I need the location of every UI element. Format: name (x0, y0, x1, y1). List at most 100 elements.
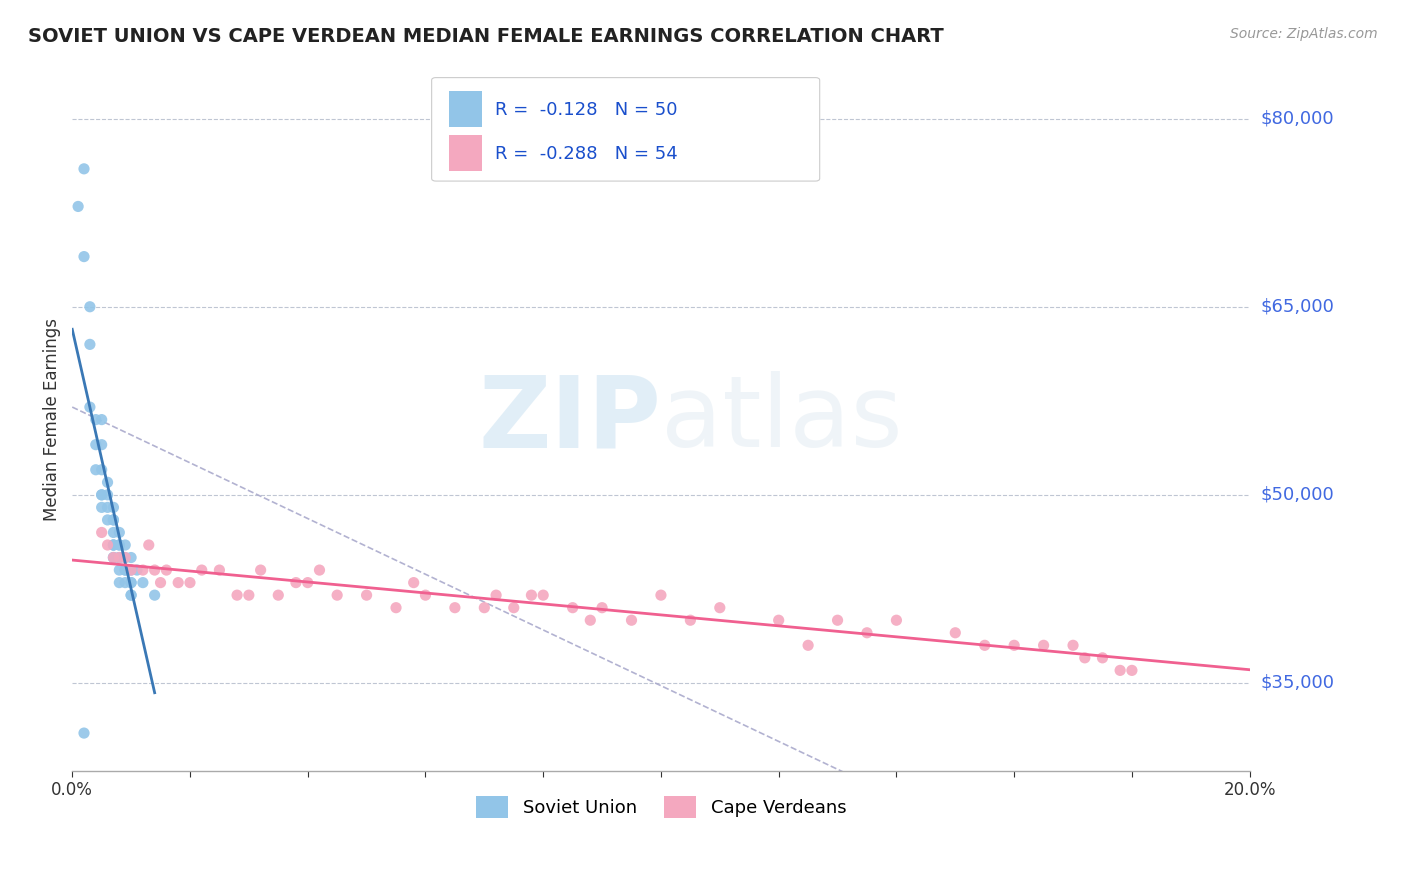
Text: ZIP: ZIP (478, 371, 661, 468)
Point (90, 438, 112, 452)
Point (620, 613, 643, 627)
Point (96, 513, 118, 527)
Point (103, 538, 125, 552)
Point (73, 250, 96, 264)
Point (120, 563, 142, 577)
Point (114, 563, 136, 577)
Point (108, 550, 131, 565)
Point (579, 613, 602, 627)
Point (138, 538, 160, 552)
Point (103, 538, 125, 552)
Point (886, 613, 908, 627)
Point (96, 538, 118, 552)
Point (190, 563, 212, 577)
Point (103, 500, 125, 515)
Y-axis label: Median Female Earnings: Median Female Earnings (44, 318, 60, 521)
Point (356, 588, 378, 602)
Point (90, 488, 112, 502)
Point (143, 563, 166, 577)
Point (1032, 638, 1054, 652)
Text: $80,000: $80,000 (1261, 110, 1334, 128)
Point (96, 500, 118, 515)
Point (856, 625, 879, 640)
Point (120, 588, 142, 602)
Point (249, 563, 271, 577)
Point (96, 488, 118, 502)
Point (90, 412, 112, 426)
Point (79, 400, 101, 414)
Point (90, 525, 112, 540)
Point (238, 588, 260, 602)
Point (472, 600, 495, 615)
Point (90, 488, 112, 502)
Point (108, 563, 131, 577)
Point (943, 625, 966, 640)
Point (125, 563, 148, 577)
Point (415, 588, 437, 602)
Point (226, 588, 249, 602)
Point (114, 550, 136, 565)
Point (103, 550, 125, 565)
Text: $35,000: $35,000 (1261, 674, 1334, 692)
Point (120, 575, 142, 590)
Point (114, 575, 136, 590)
Point (485, 588, 508, 602)
Point (650, 588, 672, 602)
Point (768, 613, 790, 627)
Point (208, 563, 231, 577)
Text: $50,000: $50,000 (1261, 486, 1334, 504)
Point (1109, 664, 1132, 678)
Point (297, 575, 319, 590)
Point (108, 538, 131, 552)
Point (827, 613, 849, 627)
Text: atlas: atlas (661, 371, 903, 468)
Point (108, 550, 131, 565)
Point (120, 563, 142, 577)
Point (79, 300, 101, 314)
Point (679, 613, 702, 627)
Point (132, 575, 155, 590)
Point (1091, 650, 1114, 665)
Point (103, 525, 125, 540)
Point (120, 588, 142, 602)
Point (149, 575, 172, 590)
Point (103, 550, 125, 565)
Point (132, 563, 155, 577)
Text: R =  -0.128   N = 50: R = -0.128 N = 50 (495, 101, 678, 119)
Point (155, 563, 177, 577)
Point (108, 525, 131, 540)
Point (84, 438, 107, 452)
Point (326, 588, 349, 602)
Point (402, 575, 425, 590)
Point (114, 563, 136, 577)
Point (108, 575, 131, 590)
Point (502, 600, 524, 615)
Point (90, 500, 112, 515)
Point (108, 538, 131, 552)
Point (84, 463, 107, 477)
Point (167, 575, 190, 590)
Text: $65,000: $65,000 (1261, 298, 1334, 316)
Point (1062, 638, 1084, 652)
Point (308, 563, 330, 577)
Point (96, 475, 118, 490)
Point (591, 600, 613, 615)
Point (84, 412, 107, 426)
Point (73, 726, 96, 740)
Point (79, 337, 101, 351)
Point (1074, 650, 1097, 665)
Point (120, 550, 142, 565)
Point (385, 600, 408, 615)
Text: R =  -0.288   N = 54: R = -0.288 N = 54 (495, 145, 678, 163)
Point (103, 513, 125, 527)
Point (267, 588, 290, 602)
Point (973, 638, 995, 652)
Point (120, 575, 142, 590)
Point (797, 638, 820, 652)
Point (103, 550, 125, 565)
Point (531, 588, 554, 602)
Point (1002, 638, 1025, 652)
Text: Source: ZipAtlas.com: Source: ZipAtlas.com (1230, 27, 1378, 41)
Point (561, 600, 583, 615)
Legend: Soviet Union, Cape Verdeans: Soviet Union, Cape Verdeans (468, 789, 853, 825)
